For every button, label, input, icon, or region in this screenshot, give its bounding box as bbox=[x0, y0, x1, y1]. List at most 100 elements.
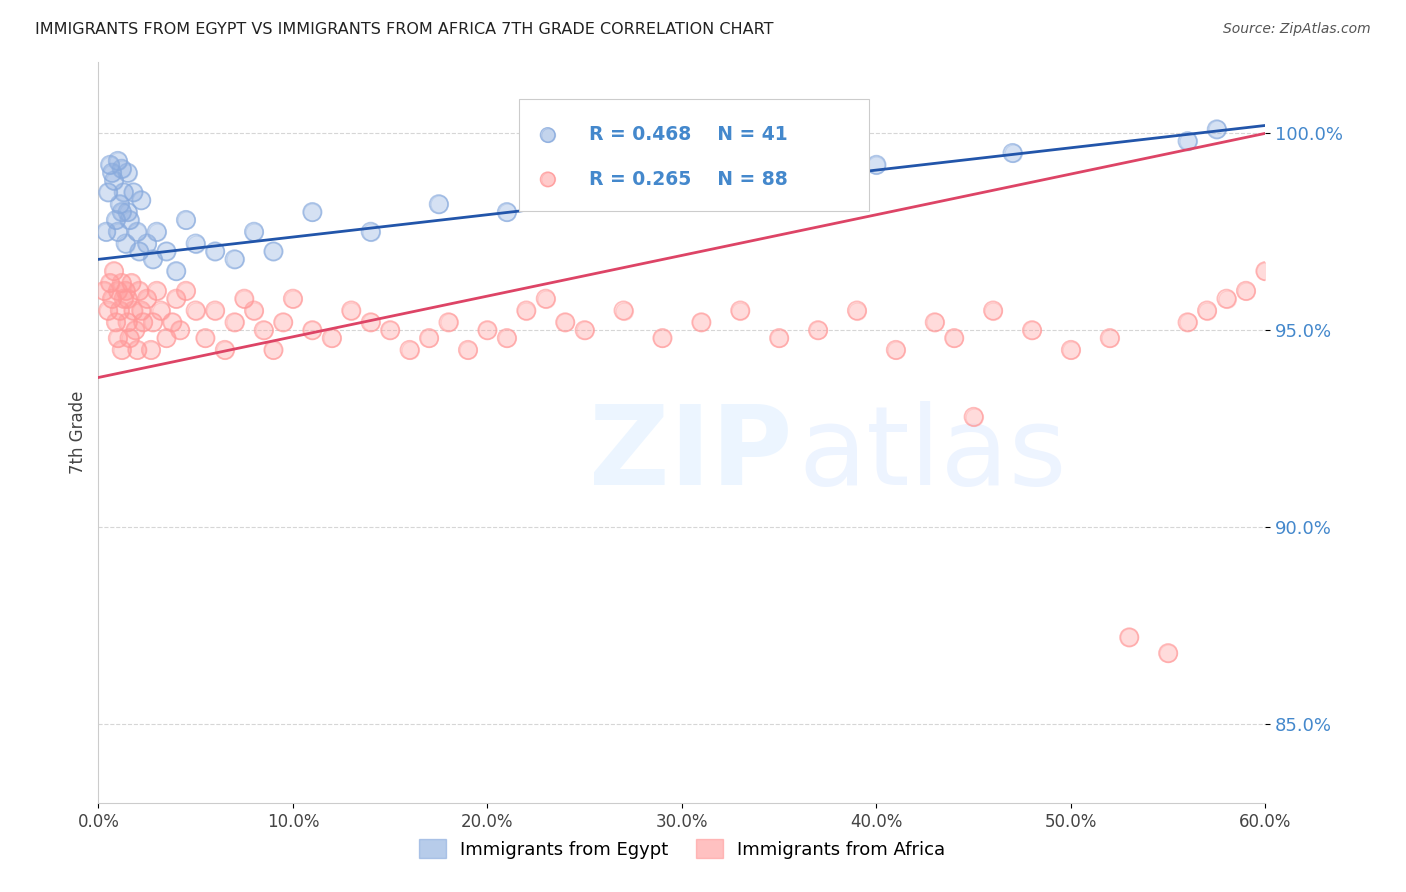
Point bbox=[98, 158, 121, 172]
Point bbox=[107, 331, 129, 345]
Text: ZIP: ZIP bbox=[589, 401, 792, 508]
Point bbox=[1001, 146, 1024, 161]
Point bbox=[101, 166, 124, 180]
Text: atlas: atlas bbox=[799, 401, 1067, 508]
Point bbox=[98, 276, 121, 290]
Point bbox=[149, 303, 172, 318]
Point bbox=[768, 331, 790, 345]
Point bbox=[118, 331, 141, 345]
Point bbox=[360, 225, 382, 239]
Point bbox=[224, 252, 246, 267]
Point bbox=[1098, 331, 1121, 345]
Point bbox=[1294, 225, 1316, 239]
Point bbox=[427, 197, 450, 211]
Point bbox=[1294, 225, 1316, 239]
Point bbox=[612, 303, 634, 318]
Point bbox=[1177, 134, 1199, 148]
Point bbox=[554, 315, 576, 329]
Point bbox=[122, 186, 145, 200]
Point bbox=[243, 303, 266, 318]
Point bbox=[1234, 284, 1257, 298]
Point bbox=[398, 343, 420, 357]
Point bbox=[1215, 292, 1237, 306]
Point bbox=[1331, 205, 1354, 219]
Point bbox=[93, 284, 115, 298]
Point bbox=[214, 343, 236, 357]
Point bbox=[129, 194, 152, 208]
Point bbox=[574, 323, 596, 337]
Point bbox=[155, 331, 177, 345]
Point bbox=[321, 331, 343, 345]
Point bbox=[101, 166, 124, 180]
Point bbox=[884, 343, 907, 357]
Point bbox=[1371, 166, 1393, 180]
Point bbox=[165, 292, 187, 306]
Point bbox=[515, 303, 537, 318]
Point bbox=[132, 315, 155, 329]
Point bbox=[122, 186, 145, 200]
Point bbox=[1060, 343, 1083, 357]
Point bbox=[1331, 205, 1354, 219]
Point bbox=[104, 315, 127, 329]
Point bbox=[108, 303, 131, 318]
Point bbox=[117, 292, 139, 306]
Point bbox=[224, 315, 246, 329]
Point bbox=[534, 292, 557, 306]
Point bbox=[111, 161, 134, 176]
Point bbox=[924, 315, 946, 329]
Point bbox=[1351, 186, 1374, 200]
Point bbox=[845, 303, 868, 318]
Point bbox=[136, 236, 159, 251]
Point bbox=[651, 331, 673, 345]
Point bbox=[1177, 315, 1199, 329]
Point bbox=[194, 331, 217, 345]
Point bbox=[107, 331, 129, 345]
Point bbox=[107, 284, 129, 298]
Point bbox=[807, 323, 830, 337]
Point bbox=[884, 343, 907, 357]
Point bbox=[117, 166, 139, 180]
Point bbox=[97, 186, 120, 200]
Point bbox=[98, 158, 121, 172]
Point bbox=[496, 331, 519, 345]
Point bbox=[142, 315, 165, 329]
Point bbox=[845, 303, 868, 318]
Point bbox=[271, 315, 294, 329]
Point bbox=[165, 292, 187, 306]
Point bbox=[136, 292, 159, 306]
Point bbox=[301, 205, 323, 219]
Point bbox=[204, 303, 226, 318]
Point bbox=[554, 315, 576, 329]
Point bbox=[262, 343, 284, 357]
Point bbox=[496, 205, 519, 219]
Point bbox=[112, 186, 135, 200]
Point bbox=[101, 292, 124, 306]
Point bbox=[174, 284, 197, 298]
Point bbox=[496, 205, 519, 219]
Point bbox=[104, 315, 127, 329]
Point bbox=[165, 264, 187, 278]
Point bbox=[121, 276, 143, 290]
Point bbox=[271, 315, 294, 329]
Point bbox=[124, 323, 146, 337]
Point bbox=[121, 276, 143, 290]
Point bbox=[574, 323, 596, 337]
Point bbox=[457, 343, 479, 357]
Point bbox=[1254, 264, 1277, 278]
Point bbox=[122, 303, 145, 318]
Point bbox=[128, 244, 150, 259]
Point bbox=[184, 236, 207, 251]
Point bbox=[243, 303, 266, 318]
Point bbox=[574, 186, 596, 200]
Point bbox=[730, 166, 752, 180]
Point bbox=[1118, 631, 1140, 645]
Legend: Immigrants from Egypt, Immigrants from Africa: Immigrants from Egypt, Immigrants from A… bbox=[409, 830, 955, 868]
Point bbox=[253, 323, 276, 337]
Point bbox=[108, 303, 131, 318]
Point bbox=[114, 284, 136, 298]
Point bbox=[1234, 284, 1257, 298]
Point bbox=[437, 315, 460, 329]
Point bbox=[146, 284, 169, 298]
Point bbox=[104, 213, 127, 227]
Point bbox=[155, 244, 177, 259]
